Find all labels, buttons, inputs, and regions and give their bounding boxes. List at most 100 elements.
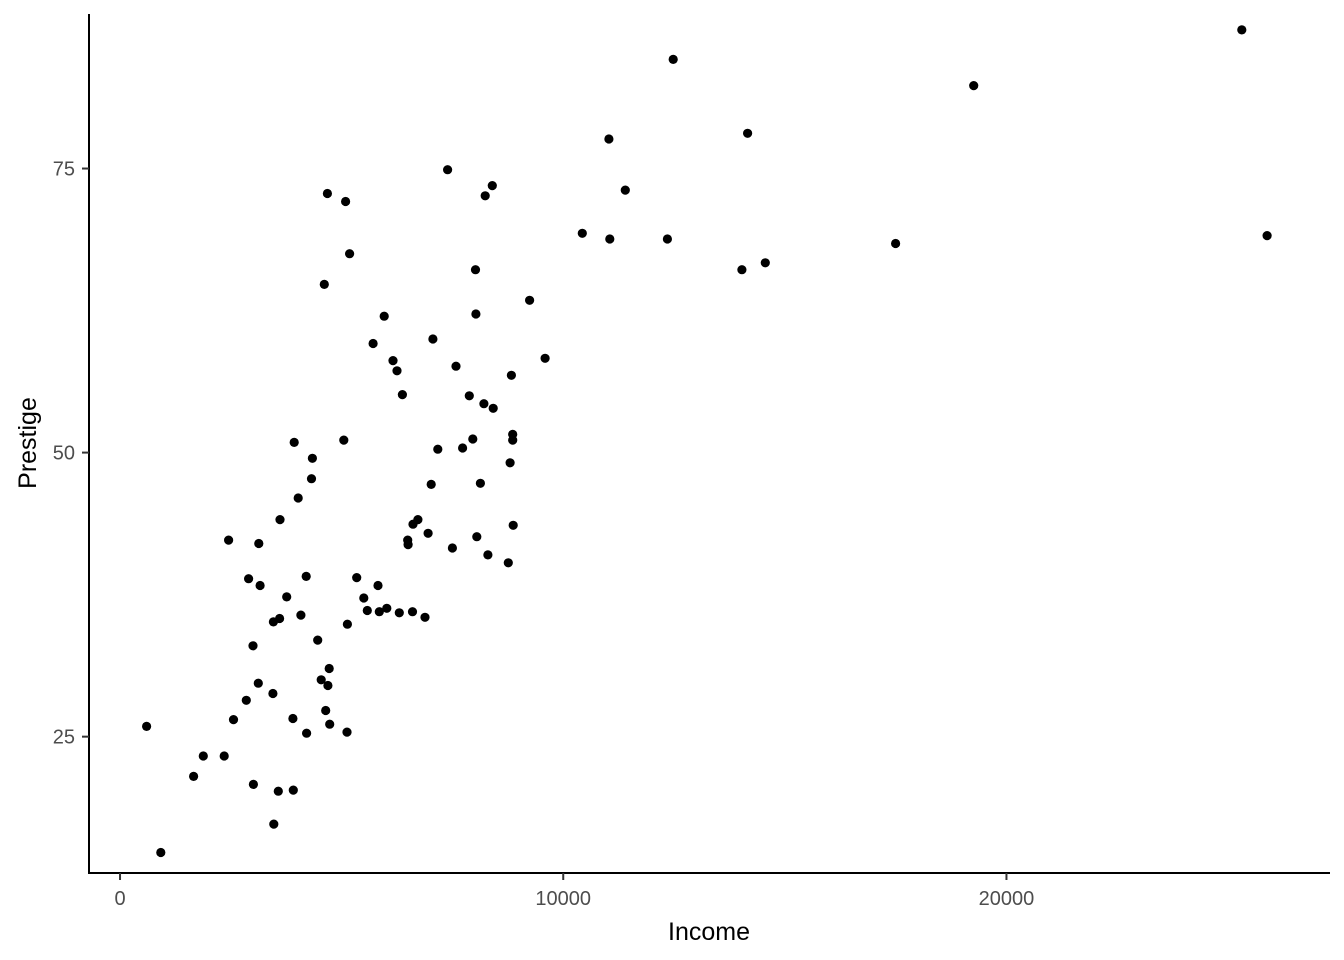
data-point xyxy=(224,535,234,545)
data-point xyxy=(241,695,251,705)
data-point xyxy=(156,847,166,858)
data-point xyxy=(458,443,468,453)
x-tick-label: 10000 xyxy=(535,888,591,910)
data-point xyxy=(268,688,278,699)
data-point xyxy=(244,574,254,584)
data-point xyxy=(760,258,770,268)
data-point xyxy=(1262,231,1272,241)
data-point xyxy=(273,786,283,796)
data-point xyxy=(620,185,630,195)
data-point xyxy=(306,474,317,484)
data-point xyxy=(373,580,383,591)
data-point xyxy=(313,635,323,645)
data-point xyxy=(288,785,298,795)
data-point xyxy=(319,279,329,289)
data-point xyxy=(969,81,979,91)
y-axis-title: Prestige xyxy=(14,397,42,489)
data-point xyxy=(342,727,352,737)
data-point xyxy=(668,54,678,64)
data-point xyxy=(323,680,333,691)
data-point xyxy=(508,435,518,445)
data-point xyxy=(342,619,352,629)
data-point xyxy=(420,612,430,622)
data-point xyxy=(447,543,457,553)
x-tick-label: 20000 xyxy=(979,888,1035,910)
data-point xyxy=(397,390,407,400)
data-point xyxy=(253,678,263,688)
data-point xyxy=(275,613,285,624)
data-point xyxy=(488,403,498,413)
data-point xyxy=(472,532,482,542)
data-point xyxy=(392,366,402,376)
data-point xyxy=(451,361,461,371)
data-point xyxy=(301,571,311,582)
data-point xyxy=(248,641,258,651)
data-point xyxy=(248,779,258,790)
data-point xyxy=(605,234,615,244)
data-point xyxy=(508,520,518,530)
data-point xyxy=(219,751,229,761)
data-point xyxy=(487,181,497,191)
data-point xyxy=(189,771,199,782)
data-point xyxy=(321,705,331,716)
data-point xyxy=(577,228,587,238)
data-point xyxy=(142,721,152,732)
data-point xyxy=(743,128,753,138)
data-point xyxy=(382,603,392,613)
data-point xyxy=(282,592,292,602)
data-point xyxy=(525,295,535,305)
data-point xyxy=(503,558,513,568)
data-point xyxy=(352,573,362,583)
data-point xyxy=(341,196,351,207)
points-layer xyxy=(142,25,1272,858)
data-point xyxy=(345,249,355,259)
data-point xyxy=(255,580,265,591)
data-point xyxy=(394,608,404,618)
data-point xyxy=(426,479,436,489)
data-point xyxy=(269,819,279,829)
data-point xyxy=(428,334,438,344)
data-point xyxy=(413,515,423,525)
data-point xyxy=(464,391,474,401)
data-point xyxy=(288,713,298,724)
data-point xyxy=(275,515,285,525)
data-point xyxy=(228,715,239,725)
data-point xyxy=(289,437,299,447)
data-point xyxy=(307,453,317,463)
data-point xyxy=(604,134,614,144)
data-point xyxy=(662,234,673,244)
data-point xyxy=(403,540,413,550)
data-point xyxy=(505,458,515,468)
data-point xyxy=(475,478,485,488)
data-point xyxy=(379,311,389,321)
data-point xyxy=(325,719,335,729)
data-point xyxy=(407,607,418,617)
ticks-layer: 0 10000 20000 25 50 75 xyxy=(53,159,1035,910)
data-point xyxy=(368,338,378,349)
data-point xyxy=(293,493,303,503)
data-point xyxy=(374,607,384,617)
data-point xyxy=(540,353,550,363)
data-point xyxy=(506,370,516,380)
y-tick-label: 75 xyxy=(53,159,75,181)
data-point xyxy=(362,605,372,616)
data-point xyxy=(322,188,332,199)
data-point xyxy=(296,610,306,620)
data-point xyxy=(471,309,481,319)
data-point xyxy=(433,444,443,454)
data-point xyxy=(302,728,312,738)
x-tick-label: 0 xyxy=(114,888,125,910)
data-point xyxy=(324,663,334,674)
data-point xyxy=(891,238,901,249)
data-point xyxy=(1237,25,1247,35)
data-point xyxy=(388,356,398,366)
x-axis-title: Income xyxy=(668,918,750,946)
data-point xyxy=(470,265,481,275)
data-point xyxy=(737,265,747,275)
data-point xyxy=(339,435,349,445)
data-point xyxy=(468,434,478,444)
data-point xyxy=(479,399,489,409)
y-tick-label: 25 xyxy=(53,727,75,749)
data-point xyxy=(483,550,493,560)
